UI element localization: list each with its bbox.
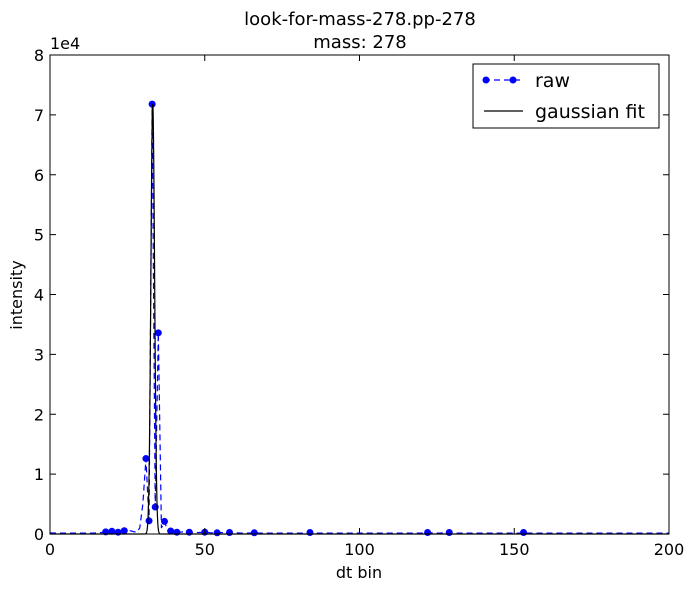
x-tick-label: 200: [654, 540, 685, 559]
chart-subtitle: mass: 278: [313, 32, 406, 53]
raw-data-point: [108, 527, 116, 535]
legend-fit-label: gaussian fit: [535, 101, 645, 123]
raw-data-point: [120, 527, 128, 535]
y-tick-label: 0: [34, 525, 44, 544]
chart-title: look-for-mass-278.pp-278: [244, 9, 476, 30]
raw-data-point: [142, 455, 150, 463]
plot-area: [49, 100, 669, 537]
y-offset-label: 1e4: [50, 34, 80, 53]
raw-data-point: [306, 529, 314, 536]
raw-data-point: [114, 528, 122, 536]
plot-frame: [49, 54, 670, 535]
y-tick-label: 5: [34, 226, 44, 245]
raw-data-point: [173, 528, 181, 536]
raw-data-point: [167, 527, 175, 535]
raw-data-point: [250, 529, 258, 537]
raw-data-point: [226, 529, 234, 536]
legend-box: [472, 63, 660, 129]
raw-data-point: [213, 529, 221, 537]
x-tick-label: 0: [45, 540, 55, 559]
y-tick-label: 4: [34, 286, 44, 305]
y-tick-label: 7: [34, 106, 44, 125]
raw-data-point: [145, 517, 153, 525]
raw-data-point: [161, 517, 169, 525]
axis-ticks: 0 50 100 150 200 0 1 2 3 4 5 6 7 8: [34, 46, 684, 559]
raw-data-point: [424, 529, 432, 536]
y-tick-label: 2: [34, 405, 44, 424]
x-axis-label: dt bin: [336, 563, 382, 582]
gaussian-fit-line: [50, 104, 669, 535]
x-tick-label: 100: [344, 540, 375, 559]
y-tick-label: 6: [34, 166, 44, 185]
y-tick-label: 3: [34, 345, 44, 364]
y-tick-label: 1: [34, 465, 44, 484]
raw-data-point: [148, 100, 156, 108]
legend-raw-marker-left: [482, 76, 490, 84]
legend: raw gaussian fit: [472, 63, 660, 129]
y-tick-label: 8: [34, 46, 44, 65]
raw-data-point: [445, 529, 453, 536]
raw-series-line: [49, 104, 669, 534]
legend-raw-marker-right: [509, 76, 517, 84]
raw-data-point: [154, 329, 162, 337]
raw-data-point: [520, 529, 528, 536]
x-tick-label: 150: [499, 540, 530, 559]
y-axis-label: intensity: [7, 260, 26, 329]
legend-raw-label: raw: [535, 70, 570, 92]
x-tick-label: 50: [195, 540, 215, 559]
raw-data-point: [185, 528, 193, 536]
